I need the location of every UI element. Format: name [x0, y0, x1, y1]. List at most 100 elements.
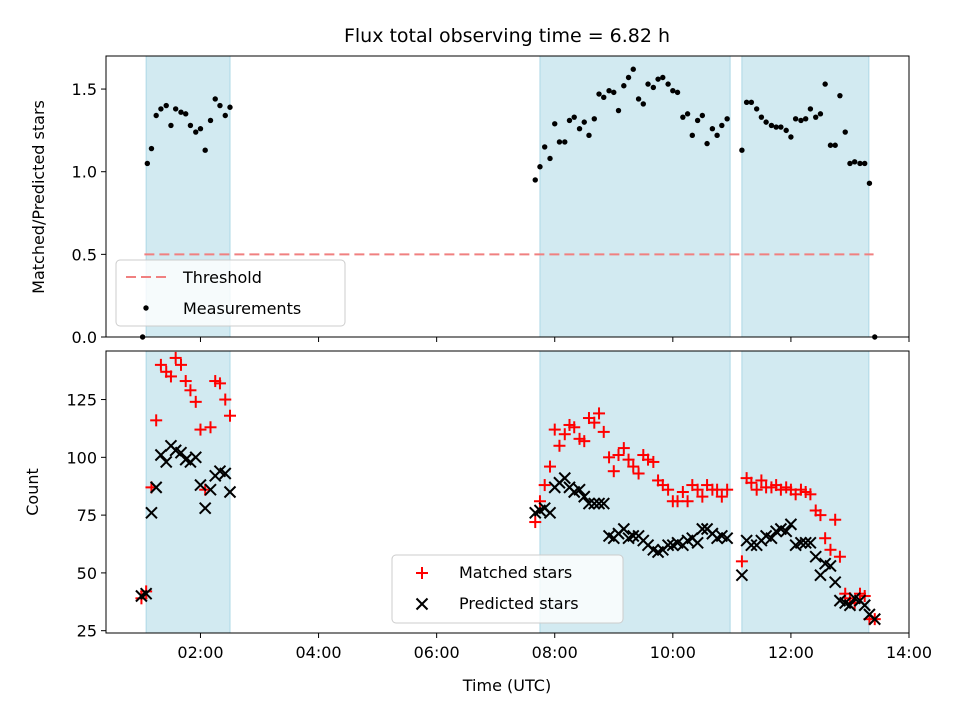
- measurement-point: [665, 81, 671, 87]
- predicted-star-marker: [597, 497, 610, 510]
- bottom-y-tick-label: 50: [77, 564, 97, 583]
- measurement-point: [792, 116, 799, 122]
- top-legend-box: [115, 259, 346, 327]
- measurement-point: [217, 102, 223, 109]
- measurement-point: [670, 88, 676, 94]
- predicted-star-marker: [843, 599, 857, 612]
- measurement-point: [541, 144, 548, 150]
- predicted-star-marker: [189, 451, 202, 464]
- matched-star-marker: [194, 423, 207, 436]
- measurement-point: [163, 102, 169, 109]
- predicted-star-marker: [160, 455, 173, 469]
- x-axis-label: Time (UTC): [462, 676, 551, 695]
- measurement-point: [773, 124, 779, 130]
- matched-star-marker: [544, 460, 557, 473]
- predicted-star-marker: [814, 569, 827, 582]
- matched-star-marker: [824, 543, 837, 556]
- measurement-point: [606, 88, 612, 94]
- predicted-star-marker: [592, 497, 606, 510]
- predicted-star-marker: [868, 612, 881, 626]
- predicted-star-marker: [154, 448, 168, 462]
- matched-star-marker: [219, 393, 232, 406]
- matched-star-marker: [607, 465, 620, 478]
- predicted-star-marker: [858, 599, 871, 612]
- measurement-point: [645, 81, 651, 87]
- predicted-star-marker: [573, 483, 586, 496]
- measurement-point: [635, 96, 642, 102]
- x-tick-label: 12:00: [768, 643, 814, 662]
- bottom-y-axis-label: Count: [23, 468, 42, 516]
- predicted-star-marker: [696, 522, 709, 536]
- measurement-point: [748, 99, 755, 105]
- measurement-point: [591, 116, 597, 122]
- matched-star-marker: [164, 370, 177, 383]
- measurement-point: [689, 132, 696, 139]
- predicted-star-marker: [809, 550, 822, 563]
- predicted-star-marker: [824, 559, 837, 573]
- predicted-star-marker: [588, 497, 601, 510]
- measurement-point: [684, 111, 691, 117]
- measurement-point: [807, 106, 814, 112]
- measurement-point: [768, 122, 775, 129]
- measurement-point: [851, 159, 858, 165]
- top-y-tick-label: 0.5: [72, 245, 97, 264]
- measurement-point: [847, 160, 853, 167]
- matched-star-marker: [597, 425, 610, 438]
- predicted-star-marker: [617, 522, 631, 536]
- predicted-star-marker: [223, 485, 237, 499]
- matched-star-marker: [568, 421, 581, 434]
- measurement-point: [709, 126, 716, 132]
- predicted-star-marker: [219, 467, 232, 480]
- measurement-point: [837, 92, 843, 99]
- measurement-point: [187, 122, 194, 129]
- measurement-point: [144, 160, 151, 167]
- matched-star-marker: [204, 421, 217, 434]
- measurement-point: [625, 74, 632, 81]
- matched-star-marker: [223, 409, 236, 422]
- measurement-point: [630, 66, 636, 72]
- matched-star-marker: [150, 414, 163, 427]
- bottom-ticks: 02:00 04:00 06:00 08:00 10:00 12:00 14:00 25 50 7…: [66, 391, 932, 662]
- matched-star-marker: [593, 407, 606, 420]
- measurement-point: [739, 147, 745, 153]
- predicted-star-marker: [735, 569, 749, 582]
- matched-star-marker: [829, 513, 842, 526]
- predicted-star-marker: [194, 478, 207, 492]
- matched-star-marker: [745, 476, 758, 489]
- predicted-star-marker: [578, 490, 591, 503]
- matched-star-marker: [681, 495, 694, 508]
- matched-star-marker: [558, 428, 571, 441]
- matched-star-marker: [819, 532, 832, 545]
- measurement-point: [788, 134, 794, 140]
- measurement-point: [615, 107, 622, 114]
- measurement-point: [547, 155, 553, 162]
- legend-threshold-label: Threshold: [182, 268, 262, 287]
- predicted-star-marker: [543, 506, 557, 520]
- matched-star-marker: [548, 423, 561, 436]
- chart-title: Flux total observing time = 6.82 h: [344, 25, 670, 47]
- measurement-point: [680, 114, 686, 120]
- measurement-points: [139, 66, 878, 340]
- matched-star-markers: [135, 351, 881, 626]
- matched-star-marker: [662, 483, 675, 496]
- measurement-point: [183, 111, 189, 117]
- predicted-star-marker: [804, 536, 817, 550]
- measurement-point: [537, 164, 543, 170]
- legend-predicted-label: Predicted stars: [459, 594, 579, 613]
- shaded-observing-window: [145, 350, 231, 634]
- measurement-point: [581, 119, 587, 125]
- matched-star-marker: [189, 395, 202, 408]
- x-tick-label: 02:00: [177, 643, 223, 662]
- predicted-star-marker: [794, 536, 808, 550]
- measurement-point: [694, 117, 701, 124]
- measurement-point: [827, 142, 834, 148]
- measurement-point: [783, 127, 789, 134]
- measurement-point: [552, 121, 558, 127]
- matched-star-marker: [711, 483, 724, 496]
- predicted-star-marker: [691, 536, 704, 550]
- top-y-tick-label: 1.0: [72, 163, 97, 182]
- matched-star-marker: [814, 509, 827, 522]
- measurement-point: [817, 111, 824, 117]
- matched-star-marker: [578, 435, 591, 448]
- bottom-axes-frame: [105, 350, 910, 634]
